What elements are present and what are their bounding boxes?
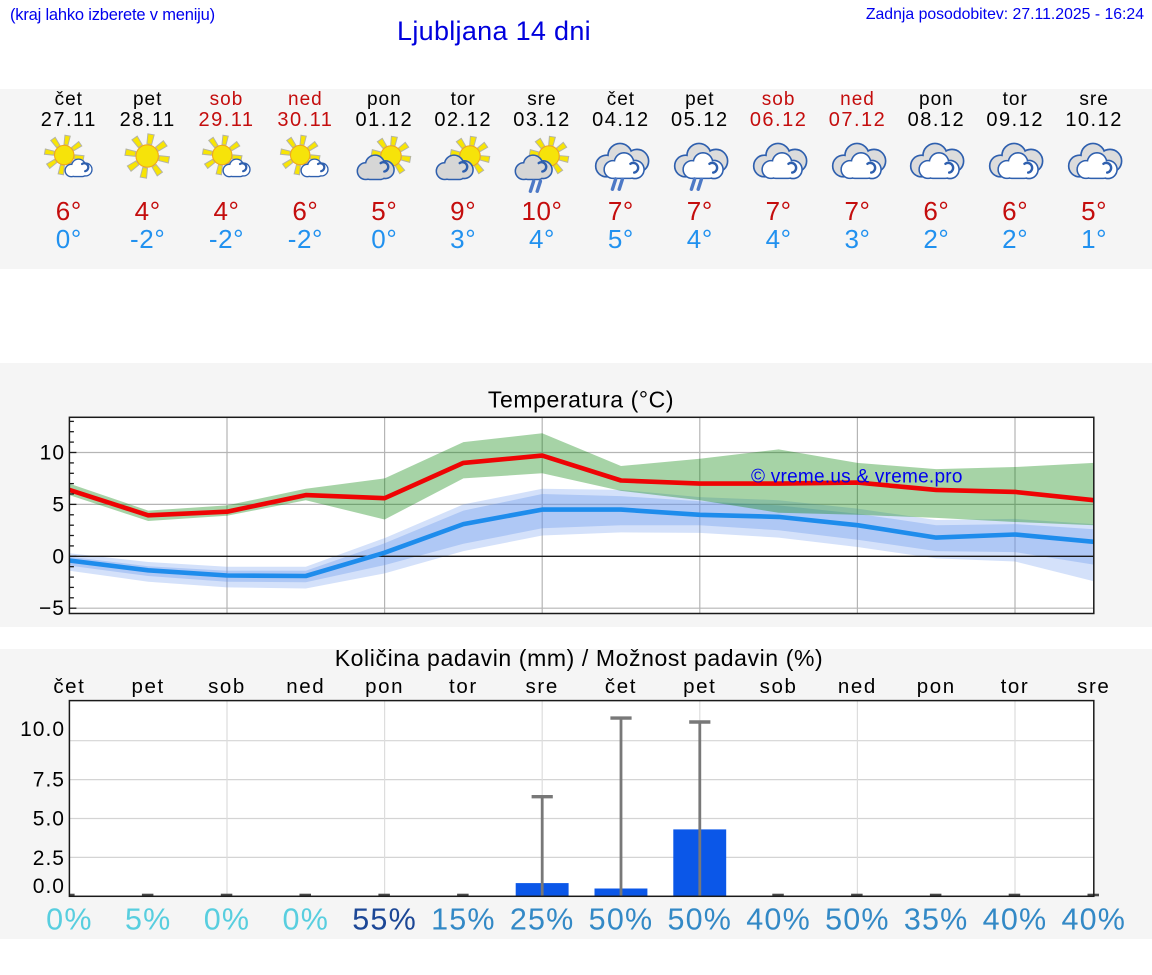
svg-text:sob: sob <box>208 675 246 698</box>
svg-text:40%: 40% <box>1061 903 1126 937</box>
svg-text:55%: 55% <box>352 903 417 937</box>
svg-text:50%: 50% <box>825 903 890 937</box>
svg-text:čet: čet <box>53 675 85 698</box>
svg-text:10: 10 <box>40 442 65 465</box>
svg-text:15%: 15% <box>431 903 496 937</box>
svg-text:tor: tor <box>449 675 478 698</box>
svg-text:ned: ned <box>838 675 877 698</box>
svg-text:ned: ned <box>286 675 325 698</box>
svg-text:sre: sre <box>1077 675 1110 698</box>
svg-text:tor: tor <box>1001 675 1030 698</box>
svg-text:7.5: 7.5 <box>33 768 65 791</box>
svg-text:25%: 25% <box>510 903 575 937</box>
svg-text:pon: pon <box>365 675 404 698</box>
svg-text:0%: 0% <box>204 903 250 937</box>
svg-text:pet: pet <box>683 675 716 698</box>
svg-text:40%: 40% <box>983 903 1048 937</box>
svg-text:5.0: 5.0 <box>33 807 65 830</box>
svg-text:sre: sre <box>526 675 559 698</box>
svg-text:Temperatura (°C): Temperatura (°C) <box>488 387 674 413</box>
svg-text:0%: 0% <box>46 903 92 937</box>
svg-text:0: 0 <box>52 545 65 568</box>
svg-text:sob: sob <box>760 675 798 698</box>
svg-text:0%: 0% <box>283 903 329 937</box>
svg-text:0.0: 0.0 <box>33 875 65 898</box>
svg-text:čet: čet <box>605 675 637 698</box>
svg-text:2.5: 2.5 <box>33 847 65 870</box>
svg-text:5: 5 <box>52 493 65 516</box>
svg-text:pon: pon <box>917 675 956 698</box>
svg-text:35%: 35% <box>904 903 969 937</box>
svg-text:40%: 40% <box>746 903 811 937</box>
svg-text:Količina padavin (mm) / Možnos: Količina padavin (mm) / Možnost padavin … <box>335 649 824 671</box>
svg-text:50%: 50% <box>667 903 732 937</box>
svg-text:pet: pet <box>132 675 165 698</box>
svg-text:50%: 50% <box>589 903 654 937</box>
svg-text:© vreme.us & vreme.pro: © vreme.us & vreme.pro <box>751 466 963 487</box>
svg-text:10.0: 10.0 <box>20 718 65 741</box>
svg-text:5%: 5% <box>125 903 171 937</box>
svg-text:−5: −5 <box>39 597 65 620</box>
